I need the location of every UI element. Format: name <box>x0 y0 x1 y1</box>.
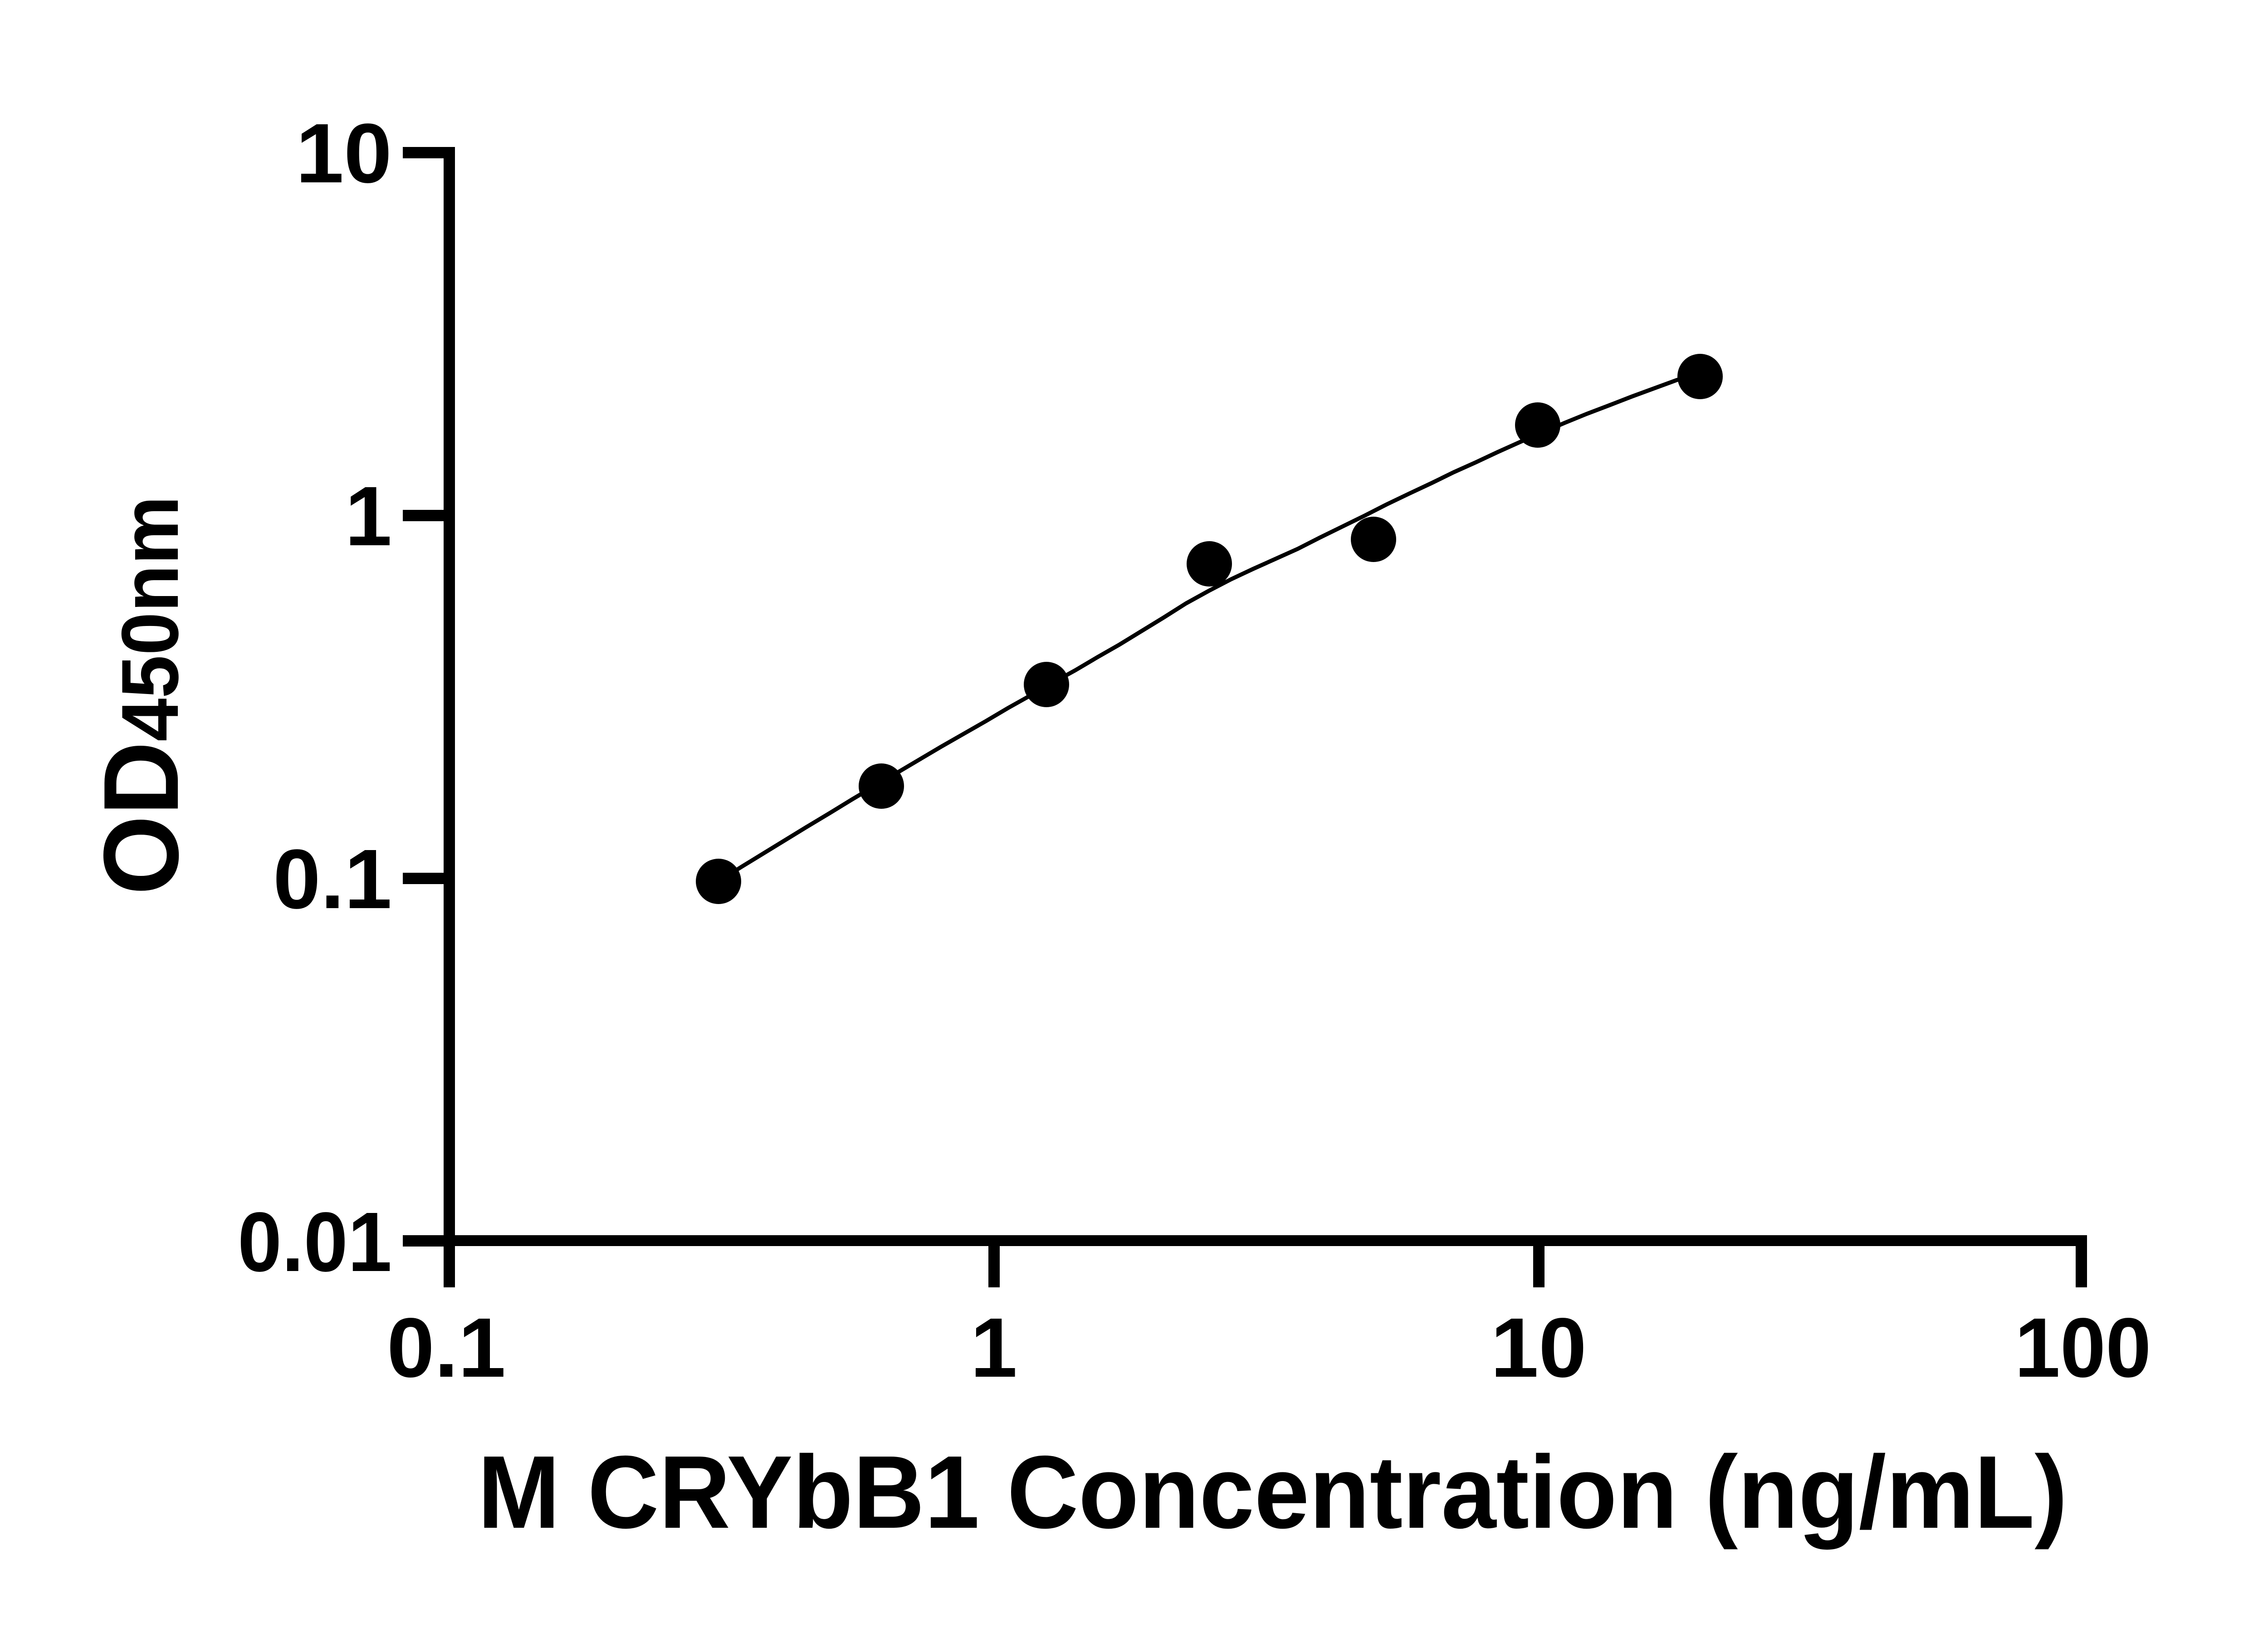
svg-text:0.1: 0.1 <box>273 832 392 926</box>
svg-text:OD450nm: OD450nm <box>81 496 200 895</box>
svg-text:M CRYbB1 Concentration (ng/mL): M CRYbB1 Concentration (ng/mL) <box>478 1435 2068 1550</box>
svg-text:100: 100 <box>2015 1301 2151 1395</box>
svg-text:10: 10 <box>296 107 392 200</box>
svg-text:1: 1 <box>970 1301 1017 1395</box>
svg-text:0.1: 0.1 <box>387 1301 506 1395</box>
svg-text:0.01: 0.01 <box>238 1195 392 1289</box>
svg-text:10: 10 <box>1491 1301 1587 1395</box>
svg-text:1: 1 <box>345 469 392 563</box>
